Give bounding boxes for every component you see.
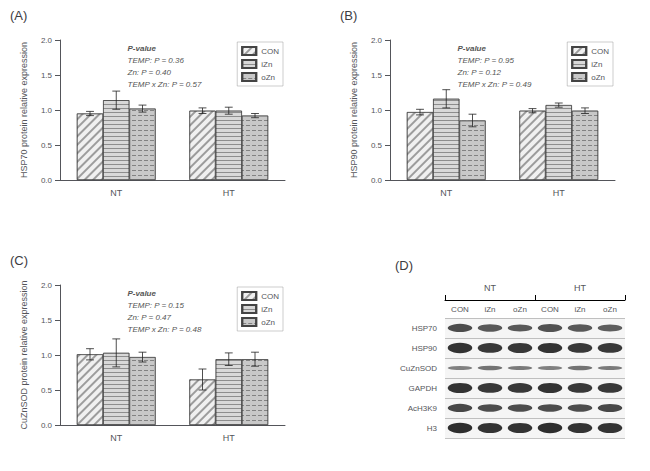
svg-text:1.5: 1.5 [41,316,53,325]
svg-text:HSP70: HSP70 [412,324,438,333]
svg-text:HT: HT [223,188,235,198]
svg-text:0.0: 0.0 [371,176,383,185]
svg-text:iZn: iZn [261,60,272,69]
svg-text:Zn: P = 0.40: Zn: P = 0.40 [127,68,172,77]
svg-text:1.5: 1.5 [371,71,383,80]
svg-text:CON: CON [261,292,279,301]
svg-text:iZn: iZn [484,305,495,314]
svg-text:AcH3K9: AcH3K9 [408,404,438,413]
svg-text:oZn: oZn [591,73,605,82]
svg-text:CON: CON [591,47,609,56]
svg-text:1.0: 1.0 [371,106,383,115]
svg-text:0.5: 0.5 [371,141,383,150]
svg-text:oZn: oZn [261,318,275,327]
svg-text:P-value: P-value [128,289,157,298]
svg-text:TEMP: P = 0.15: TEMP: P = 0.15 [128,301,185,310]
svg-text:HSP90 protein relative express: HSP90 protein relative expression [349,42,359,178]
svg-text:TEMP: P = 0.95: TEMP: P = 0.95 [458,56,515,65]
svg-text:(B): (B) [340,8,357,23]
svg-text:0.5: 0.5 [41,386,53,395]
svg-text:Zn: P = 0.47: Zn: P = 0.47 [127,313,172,322]
svg-text:(A): (A) [10,8,27,23]
svg-text:0.0: 0.0 [41,176,53,185]
svg-text:NT: NT [484,283,496,293]
svg-text:1.5: 1.5 [41,71,53,80]
svg-text:CuZnSOD: CuZnSOD [400,364,437,373]
svg-text:HT: HT [574,283,586,293]
svg-text:2.0: 2.0 [41,281,53,290]
svg-text:oZn: oZn [603,305,617,314]
svg-text:HSP70 protein relative express: HSP70 protein relative expression [19,42,29,178]
svg-text:TEMP: P = 0.36: TEMP: P = 0.36 [128,56,185,65]
svg-text:CON: CON [261,47,279,56]
svg-text:CuZnSOD protein relative expre: CuZnSOD protein relative expression [19,280,29,429]
svg-text:HT: HT [223,433,235,443]
svg-text:oZn: oZn [261,73,275,82]
svg-text:TEMP x Zn: P = 0.57: TEMP x Zn: P = 0.57 [128,80,202,89]
svg-text:CON: CON [451,305,469,314]
svg-text:(C): (C) [10,253,28,268]
svg-text:P-value: P-value [128,44,157,53]
svg-text:0.0: 0.0 [41,421,53,430]
svg-text:(D): (D) [395,258,413,273]
svg-text:HT: HT [553,188,565,198]
svg-text:1.0: 1.0 [41,351,53,360]
svg-text:iZn: iZn [261,305,272,314]
svg-text:iZn: iZn [574,305,585,314]
svg-text:TEMP x Zn: P = 0.48: TEMP x Zn: P = 0.48 [128,325,202,334]
svg-text:oZn: oZn [513,305,527,314]
svg-text:Zn: P = 0.12: Zn: P = 0.12 [457,68,502,77]
svg-text:2.0: 2.0 [371,36,383,45]
svg-text:TEMP x Zn: P = 0.49: TEMP x Zn: P = 0.49 [458,80,532,89]
svg-text:GAPDH: GAPDH [409,384,438,393]
svg-text:1.0: 1.0 [41,106,53,115]
svg-text:2.0: 2.0 [41,36,53,45]
svg-text:NT: NT [110,433,122,443]
svg-text:H3: H3 [427,424,438,433]
svg-text:HSP90: HSP90 [412,344,438,353]
svg-text:P-value: P-value [458,44,487,53]
svg-text:CON: CON [541,305,559,314]
svg-text:0.5: 0.5 [41,141,53,150]
svg-text:iZn: iZn [591,60,602,69]
svg-text:NT: NT [440,188,452,198]
svg-text:NT: NT [110,188,122,198]
